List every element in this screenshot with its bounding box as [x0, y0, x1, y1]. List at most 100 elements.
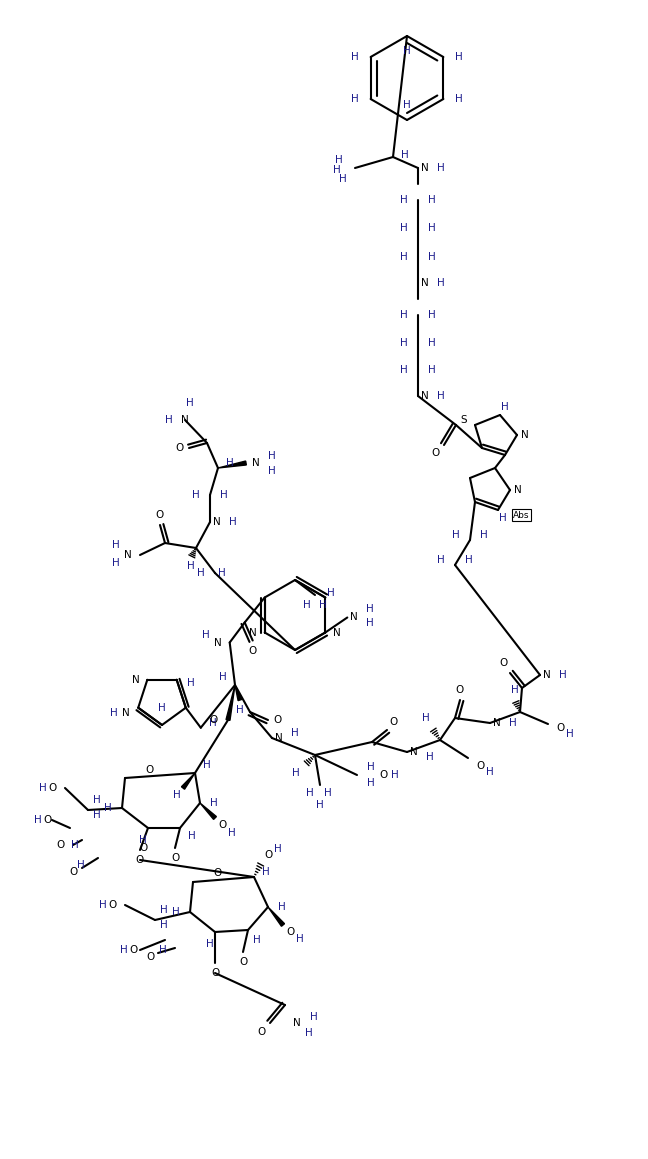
Text: H: H: [422, 713, 430, 723]
Text: O: O: [556, 723, 564, 732]
Text: H: H: [351, 94, 358, 104]
Text: H: H: [173, 790, 181, 800]
Text: H: H: [428, 365, 435, 376]
Text: H: H: [509, 717, 516, 728]
Text: H: H: [186, 398, 194, 408]
Text: O: O: [146, 952, 155, 962]
Text: H: H: [400, 252, 408, 262]
Text: H: H: [456, 94, 463, 104]
Text: H: H: [160, 920, 168, 930]
Text: N: N: [493, 717, 501, 728]
Text: O: O: [249, 646, 257, 656]
Text: O: O: [171, 853, 179, 863]
Text: H: H: [77, 860, 85, 870]
Text: N: N: [252, 458, 260, 468]
Text: H: H: [226, 458, 234, 468]
Polygon shape: [235, 685, 242, 701]
Polygon shape: [181, 773, 195, 789]
Text: N: N: [275, 732, 283, 743]
Text: O: O: [175, 443, 183, 453]
Text: H: H: [110, 708, 118, 717]
Text: H: H: [437, 555, 445, 564]
Text: O: O: [211, 968, 219, 978]
Text: O: O: [156, 510, 164, 520]
Text: Abs: Abs: [513, 510, 529, 519]
Text: N: N: [249, 627, 257, 637]
Text: N: N: [514, 484, 522, 495]
Text: N: N: [293, 1018, 301, 1028]
Text: O: O: [239, 957, 247, 967]
Text: H: H: [465, 555, 473, 564]
Text: H: H: [437, 163, 445, 173]
Text: N: N: [421, 391, 429, 401]
Polygon shape: [268, 907, 284, 926]
Text: H: H: [486, 767, 494, 777]
Text: H: H: [400, 223, 408, 233]
Text: H: H: [367, 761, 375, 772]
Polygon shape: [218, 461, 246, 468]
Text: N: N: [333, 627, 341, 637]
Text: O: O: [213, 868, 221, 879]
Text: H: H: [99, 901, 107, 910]
Text: N: N: [214, 637, 222, 648]
Text: H: H: [219, 672, 227, 681]
Text: O: O: [500, 658, 508, 668]
Text: H: H: [305, 1028, 313, 1038]
Text: H: H: [112, 557, 120, 568]
Text: N: N: [410, 748, 418, 757]
Text: H: H: [236, 705, 244, 715]
Text: S: S: [460, 415, 467, 425]
Polygon shape: [200, 803, 216, 819]
Text: H: H: [268, 451, 276, 461]
Text: H: H: [511, 685, 519, 695]
Text: H: H: [428, 195, 435, 205]
Text: H: H: [400, 338, 408, 348]
Text: H: H: [428, 252, 435, 262]
Text: H: H: [400, 195, 408, 205]
Text: H: H: [324, 788, 332, 799]
Text: O: O: [139, 843, 147, 853]
Text: H: H: [71, 840, 79, 850]
Polygon shape: [226, 685, 235, 721]
Text: H: H: [456, 52, 463, 61]
Text: O: O: [109, 901, 117, 910]
Text: H: H: [428, 309, 435, 320]
Text: H: H: [268, 466, 276, 476]
Text: O: O: [136, 855, 144, 865]
Text: H: H: [93, 810, 100, 821]
Text: H: H: [400, 365, 408, 376]
Text: H: H: [452, 530, 460, 540]
Text: H: H: [203, 760, 211, 770]
Text: O: O: [264, 850, 272, 860]
Text: H: H: [40, 783, 47, 793]
Text: O: O: [432, 449, 440, 458]
Text: H: H: [366, 605, 374, 614]
Text: H: H: [274, 844, 282, 854]
Text: O: O: [210, 715, 218, 726]
Text: N: N: [521, 430, 529, 440]
Text: H: H: [192, 490, 200, 500]
Text: N: N: [181, 415, 189, 425]
Text: H: H: [187, 561, 195, 571]
Text: H: H: [559, 670, 567, 680]
Text: H: H: [327, 588, 335, 598]
Text: O: O: [49, 783, 57, 793]
Text: H: H: [428, 338, 435, 348]
Text: H: H: [229, 517, 237, 527]
Text: H: H: [218, 568, 226, 578]
Text: H: H: [278, 902, 286, 912]
Text: N: N: [132, 675, 139, 685]
Text: O: O: [258, 1027, 266, 1037]
Text: O: O: [218, 821, 226, 830]
Text: H: H: [112, 540, 120, 551]
Text: H: H: [220, 490, 227, 500]
Text: H: H: [501, 402, 509, 411]
Text: H: H: [292, 768, 300, 778]
Text: H: H: [172, 907, 180, 917]
Text: H: H: [403, 46, 411, 56]
Text: H: H: [426, 752, 434, 761]
Text: H: H: [262, 867, 270, 877]
Text: H: H: [296, 934, 304, 943]
Text: O: O: [146, 765, 154, 775]
Text: O: O: [390, 717, 398, 727]
